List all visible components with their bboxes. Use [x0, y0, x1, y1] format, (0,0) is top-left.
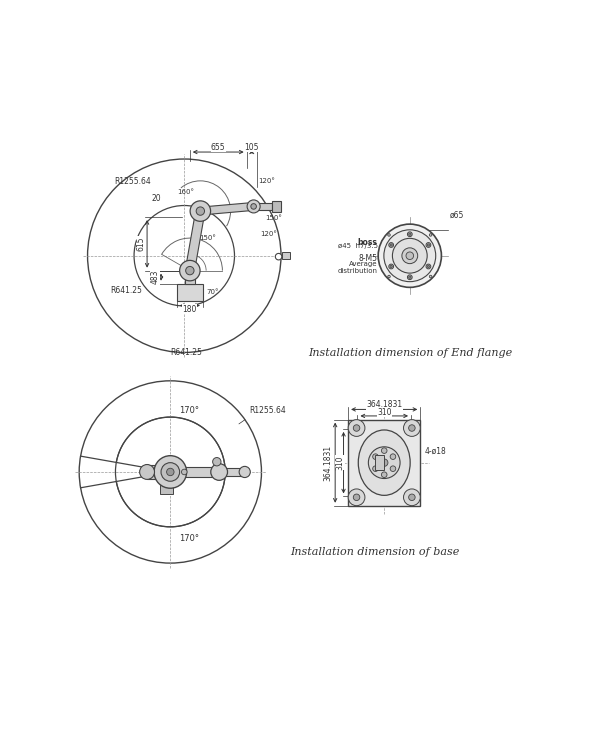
Text: 105: 105 [244, 143, 259, 152]
Circle shape [409, 276, 411, 278]
Text: 170°: 170° [179, 534, 199, 543]
Circle shape [427, 244, 430, 246]
Text: 4-ø18: 4-ø18 [425, 447, 446, 455]
Circle shape [181, 469, 187, 475]
Circle shape [407, 232, 412, 236]
Circle shape [388, 275, 390, 277]
Circle shape [251, 203, 256, 209]
Circle shape [167, 468, 174, 476]
Text: Installation dimension of base: Installation dimension of base [290, 548, 460, 557]
Polygon shape [200, 203, 254, 215]
Circle shape [179, 261, 200, 281]
Circle shape [382, 472, 387, 477]
Bar [219, 468, 245, 476]
Circle shape [373, 454, 378, 460]
Circle shape [392, 239, 427, 273]
Text: boss: boss [358, 238, 377, 247]
Text: 70°: 70° [206, 288, 218, 294]
Text: 310: 310 [335, 455, 344, 470]
Circle shape [185, 266, 194, 274]
Text: 170°: 170° [179, 406, 199, 414]
Text: ø70: ø70 [394, 234, 408, 243]
Circle shape [211, 463, 227, 480]
Circle shape [409, 494, 415, 501]
Bar [282, 253, 290, 259]
Circle shape [384, 230, 436, 282]
Circle shape [239, 466, 250, 477]
Text: 310: 310 [377, 408, 391, 417]
Circle shape [390, 244, 392, 246]
Circle shape [427, 266, 430, 268]
Bar [272, 201, 281, 212]
Circle shape [388, 234, 390, 236]
Circle shape [426, 264, 431, 269]
Circle shape [348, 489, 365, 506]
Circle shape [161, 463, 179, 481]
Text: R641.25: R641.25 [110, 286, 142, 296]
Text: ø45  h7/3.5: ø45 h7/3.5 [338, 242, 378, 249]
Bar [254, 203, 272, 210]
Circle shape [353, 494, 360, 501]
Circle shape [196, 207, 205, 215]
Bar [348, 419, 420, 506]
Circle shape [402, 248, 418, 264]
Bar [147, 465, 170, 479]
Circle shape [368, 447, 400, 479]
Text: 160°: 160° [177, 190, 194, 195]
Circle shape [190, 201, 211, 221]
Circle shape [430, 275, 432, 277]
Text: 655: 655 [211, 143, 226, 152]
Circle shape [154, 456, 187, 488]
Text: 364.1831: 364.1831 [366, 400, 402, 409]
Circle shape [407, 274, 412, 280]
Circle shape [348, 419, 365, 436]
Text: 180: 180 [182, 305, 197, 314]
Text: 120°: 120° [260, 231, 277, 237]
Text: 8-M5: 8-M5 [358, 255, 377, 264]
Circle shape [212, 458, 221, 466]
Circle shape [389, 242, 394, 247]
Circle shape [378, 224, 442, 288]
Text: 20: 20 [152, 194, 161, 203]
Circle shape [430, 234, 432, 236]
Circle shape [275, 253, 282, 260]
Text: R1255.64: R1255.64 [115, 177, 151, 186]
Polygon shape [185, 210, 205, 272]
Text: Average
distribution: Average distribution [337, 261, 377, 274]
Bar [177, 283, 203, 302]
Bar [185, 271, 195, 283]
Bar [375, 455, 384, 471]
Text: 364.1831: 364.1831 [323, 444, 332, 481]
Circle shape [390, 266, 392, 268]
Circle shape [389, 264, 394, 269]
Text: 150°: 150° [199, 235, 216, 241]
Bar [160, 484, 173, 494]
Text: Installation dimension of End flange: Installation dimension of End flange [308, 348, 512, 359]
Circle shape [404, 419, 420, 436]
Bar [168, 467, 219, 477]
Text: R1255.64: R1255.64 [250, 406, 286, 415]
Text: 150°: 150° [265, 215, 282, 221]
Circle shape [426, 242, 431, 247]
Text: 120°: 120° [258, 178, 275, 184]
Circle shape [247, 200, 260, 213]
Text: 615: 615 [137, 237, 146, 251]
Circle shape [140, 465, 155, 479]
Circle shape [373, 466, 378, 471]
Circle shape [406, 252, 413, 260]
Circle shape [353, 425, 360, 431]
Circle shape [380, 459, 388, 466]
Ellipse shape [358, 430, 410, 496]
Circle shape [409, 425, 415, 431]
Circle shape [404, 489, 420, 506]
Circle shape [390, 454, 396, 460]
Circle shape [409, 233, 411, 236]
Text: R641.25: R641.25 [170, 348, 203, 356]
Text: 483: 483 [151, 270, 160, 284]
Circle shape [382, 448, 387, 453]
Circle shape [390, 466, 396, 471]
Text: ø65: ø65 [450, 210, 464, 220]
